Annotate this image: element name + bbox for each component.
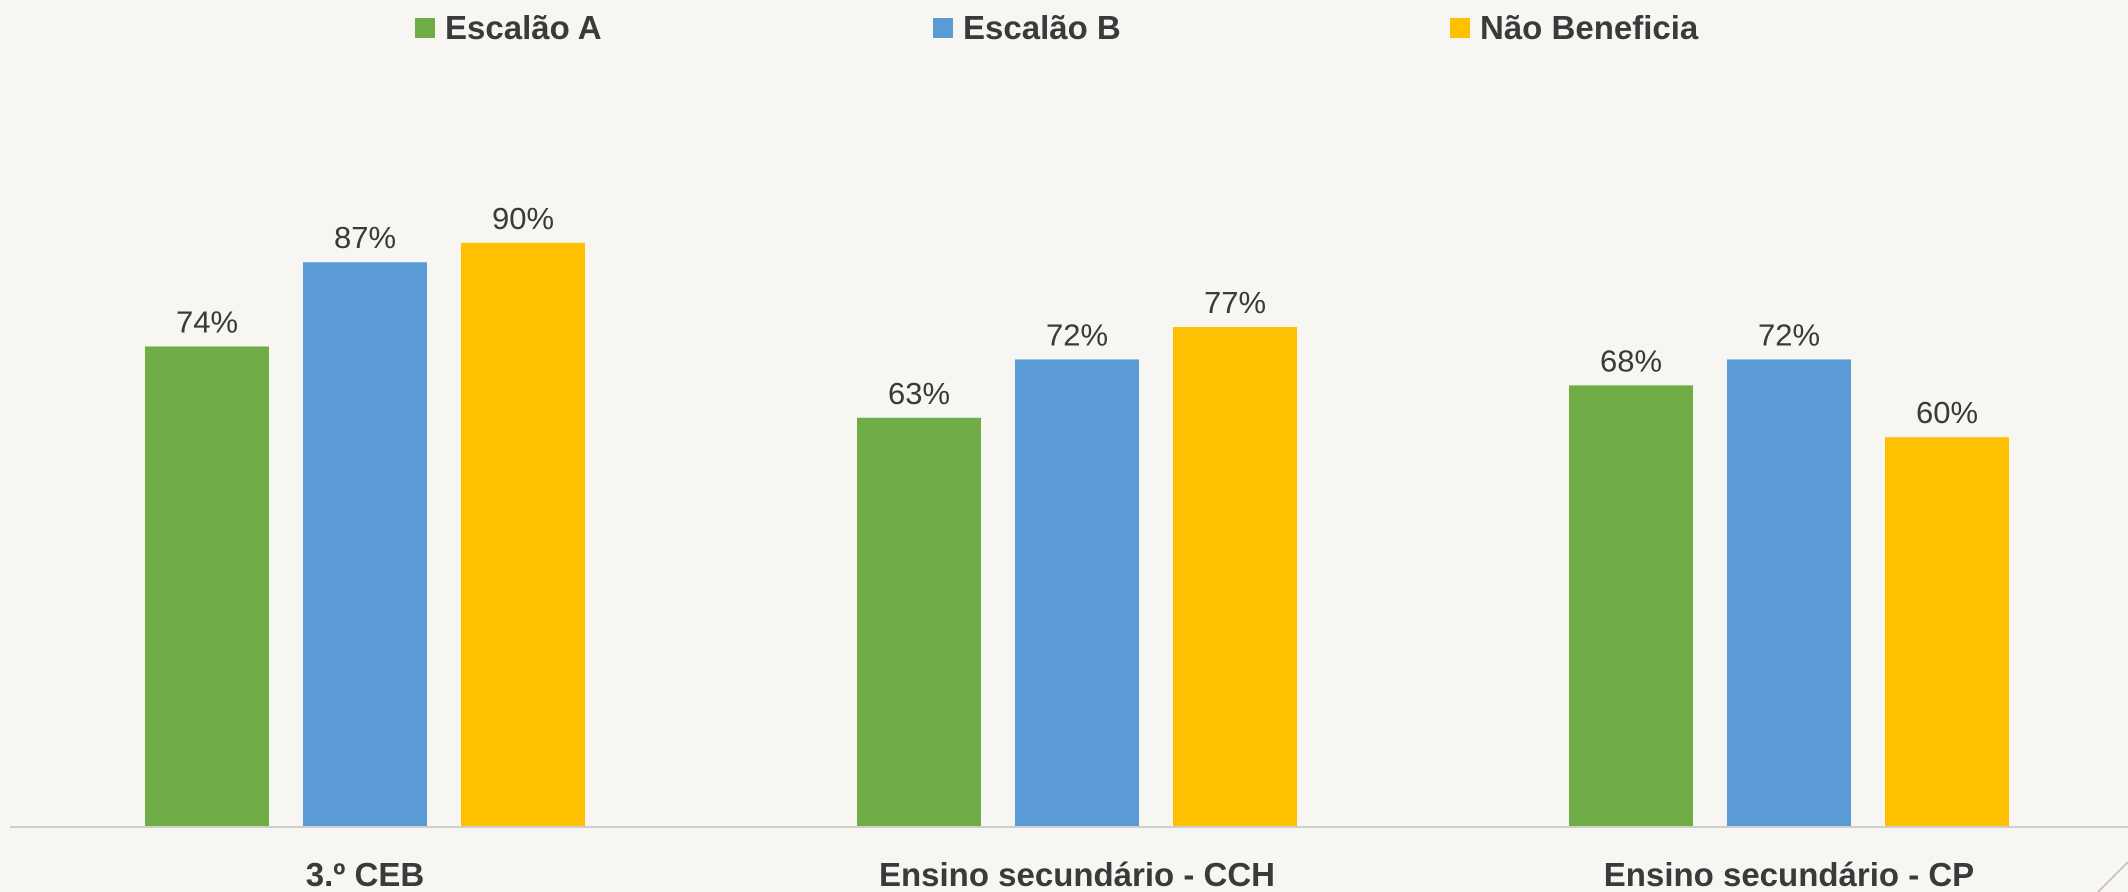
legend: Escalão A Escalão B Não Beneficia <box>0 8 2128 48</box>
legend-swatch-nao-beneficia <box>1450 18 1470 38</box>
bar-escalao-b-3-ceb <box>303 262 427 826</box>
bar-escalao-a-3-ceb <box>145 346 269 826</box>
data-label-nao-beneficia-ensino-secundario-cp: 60% <box>1916 395 1978 430</box>
data-label-escalao-a-3-ceb: 74% <box>176 304 238 339</box>
data-label-nao-beneficia-ensino-secundario-cch: 77% <box>1204 285 1266 320</box>
bar-escalao-a-ensino-secundario-cp <box>1569 385 1693 826</box>
legend-item-nao-beneficia: Não Beneficia <box>1450 8 1698 48</box>
legend-item-escalao-a: Escalão A <box>415 8 602 48</box>
data-label-escalao-b-ensino-secundario-cp: 72% <box>1758 317 1820 352</box>
category-label-ensino-secundario-cch: Ensino secundário - CCH <box>879 856 1275 892</box>
corner-decoration <box>2097 861 2128 892</box>
legend-label-escalao-a: Escalão A <box>445 9 602 46</box>
data-label-nao-beneficia-3-ceb: 90% <box>492 201 554 236</box>
bar-nao-beneficia-ensino-secundario-cp <box>1885 437 2009 826</box>
bar-nao-beneficia-ensino-secundario-cch <box>1173 327 1297 826</box>
legend-item-escalao-b: Escalão B <box>933 8 1121 48</box>
legend-swatch-escalao-a <box>415 18 435 38</box>
bar-escalao-a-ensino-secundario-cch <box>857 417 981 826</box>
data-label-escalao-b-3-ceb: 87% <box>334 220 396 255</box>
legend-label-nao-beneficia: Não Beneficia <box>1480 9 1699 46</box>
category-label-ensino-secundario-cp: Ensino secundário - CP <box>1604 856 1974 892</box>
data-label-escalao-b-ensino-secundario-cch: 72% <box>1046 317 1108 352</box>
bar-escalao-b-ensino-secundario-cch <box>1015 359 1139 826</box>
category-label-3-ceb: 3.º CEB <box>306 856 424 892</box>
legend-label-escalao-b: Escalão B <box>963 9 1121 46</box>
bar-escalao-b-ensino-secundario-cp <box>1727 359 1851 826</box>
bar-nao-beneficia-3-ceb <box>461 242 585 827</box>
legend-swatch-escalao-b <box>933 18 953 38</box>
data-label-escalao-a-ensino-secundario-cch: 63% <box>888 376 950 411</box>
data-label-escalao-a-ensino-secundario-cp: 68% <box>1600 343 1662 378</box>
